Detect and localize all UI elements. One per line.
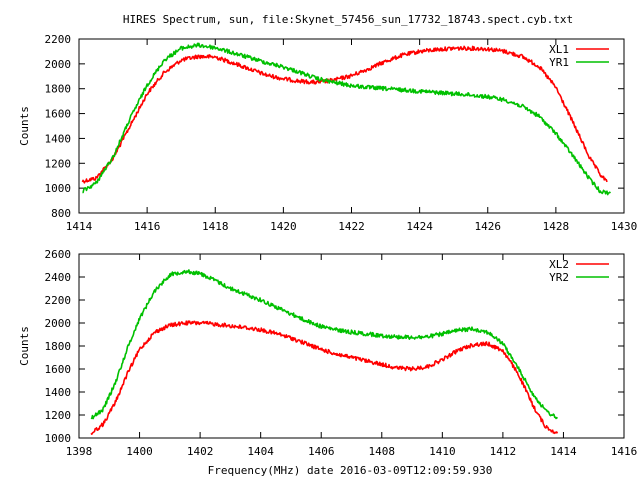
x-tick-label: 1414 [66,220,93,233]
x-tick-label: 1404 [247,445,274,458]
chart-panel-1: 1414 1416 1418 1420 1422 1424 1426 1428 1430 800 1… [18,33,637,233]
y-axis-label: Counts [18,326,31,366]
plot-frame [78,253,625,439]
chart-panel-2: 1398 1400 1402 1404 1406 1408 1410 1412 1414 1416… [18,248,637,458]
y-tick-label: 2400 [45,271,72,284]
y-tick-label: 1200 [45,157,72,170]
x-tick-label: 1416 [611,445,638,458]
x-tick-label: 1414 [550,445,577,458]
y-tick-label: 1200 [45,409,72,422]
y-tick-label: 2000 [45,58,72,71]
x-tick-label: 1408 [369,445,396,458]
legend-label-xl2: XL2 [549,258,569,271]
series-line-yr2 [90,269,559,420]
x-tick-label: 1400 [126,445,153,458]
x-tick-label: 1406 [308,445,335,458]
x-tick-label: 1418 [202,220,229,233]
x-axis-label: Frequency(MHz) date 2016-03-09T12:09:59.… [208,464,493,477]
x-tick-label: 1398 [66,445,93,458]
y-tick-label: 1600 [45,108,72,121]
x-tick-label: 1410 [429,445,456,458]
legend-label-yr1: YR1 [549,56,569,69]
y-tick-label: 1800 [45,83,72,96]
x-tick-label: 1412 [490,445,517,458]
x-tick-label: 1430 [611,220,638,233]
x-tick-label: 1402 [187,445,214,458]
figure-title: HIRES Spectrum, sun, file:Skynet_57456_s… [123,13,573,26]
x-tick-label: 1422 [338,220,365,233]
legend-label-yr2: YR2 [549,271,569,284]
y-tick-label: 800 [51,207,71,220]
y-tick-label: 2200 [45,294,72,307]
y-tick-label: 1800 [45,340,72,353]
y-tick-label: 1000 [45,182,72,195]
y-tick-label: 1400 [45,386,72,399]
y-tick-label: 1000 [45,432,72,445]
x-tick-label: 1424 [406,220,433,233]
series-line-xl2 [90,320,559,435]
y-tick-label: 2000 [45,317,72,330]
x-tick-label: 1428 [543,220,570,233]
y-tick-label: 1400 [45,132,72,145]
x-tick-label: 1426 [475,220,502,233]
y-axis-label: Counts [18,106,31,146]
series-line-yr1 [82,42,611,196]
y-tick-label: 2200 [45,33,72,46]
x-tick-label: 1416 [134,220,161,233]
legend-label-xl1: XL1 [549,43,569,56]
x-tick-label: 1420 [270,220,297,233]
series-line-xl1 [81,45,608,184]
y-tick-label: 1600 [45,363,72,376]
y-tick-label: 2600 [45,248,72,261]
